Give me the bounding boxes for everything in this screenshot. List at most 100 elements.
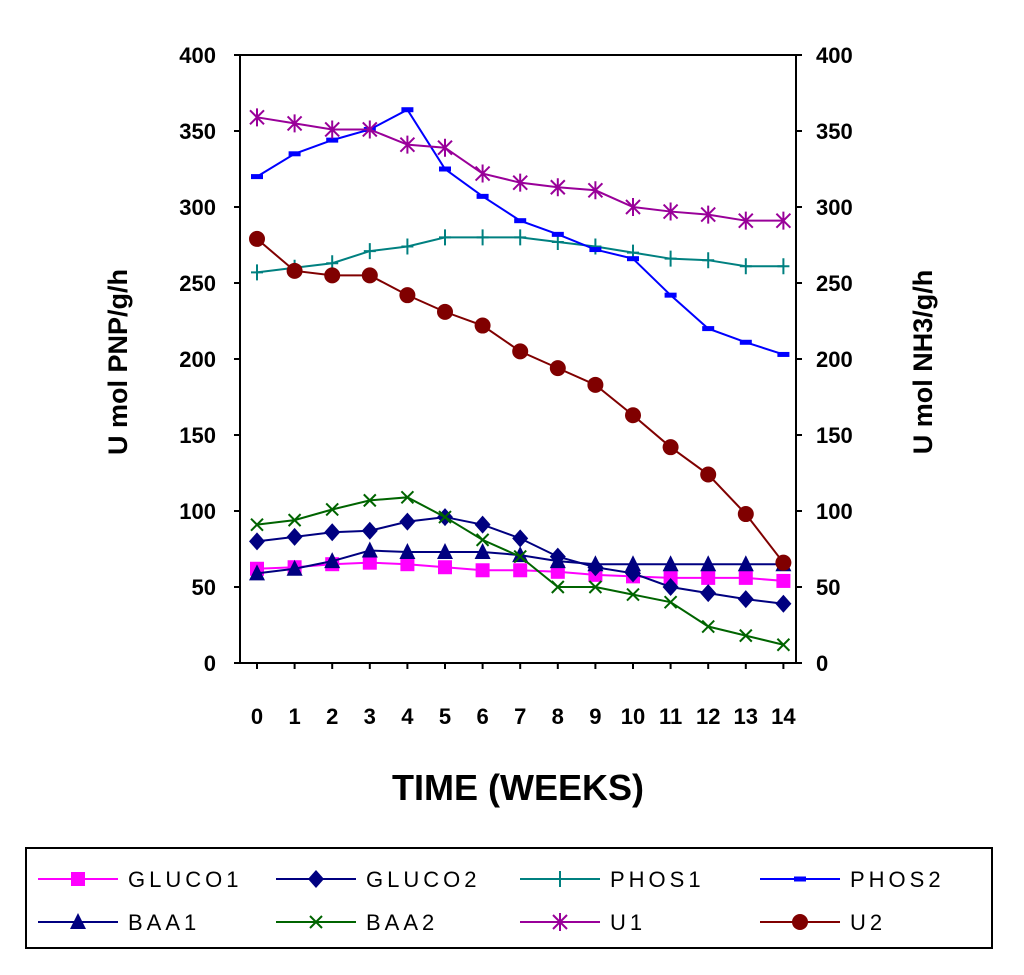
data-point-gluco2 [700,584,717,603]
data-point-baa2 [513,549,527,564]
data-point-baa2 [588,580,603,594]
legend-marker-u1 [552,913,568,931]
data-point-u2 [775,554,792,571]
data-point-u1 [474,164,491,183]
data-point-phos2 [439,166,451,172]
y2-tick-label: 350 [816,119,853,144]
y-tick-label: 300 [179,195,216,220]
data-point-u1 [550,178,566,197]
data-point-gluco2 [662,578,679,596]
x-tick-label: 7 [514,704,526,729]
data-point-u1 [286,114,303,133]
data-point-u2 [249,230,265,247]
data-point-baa1 [437,543,453,560]
data-point-u1 [324,120,340,139]
data-point-phos1 [363,243,376,260]
data-point-phos1 [777,258,790,275]
legend-label-u2: U2 [850,910,886,935]
legend-item-u2: U2 [760,910,886,935]
data-point-gluco2 [399,512,416,531]
data-point-baa1 [361,541,378,558]
data-point-gluco2 [737,590,754,609]
legend-label-baa1: BAA1 [128,910,200,935]
data-point-phos1 [251,264,263,281]
x-axis: 0 1 2 3 4 5 6 7 8 9 10 11 12 13 14 [251,663,796,729]
data-point-gluco1 [701,570,716,585]
legend-marker-baa2 [309,915,323,929]
data-point-phos1 [401,238,414,255]
x-tick-label: 5 [439,704,451,729]
data-point-u2 [324,267,341,284]
series-layer [249,107,792,652]
x-tick-label: 3 [364,704,376,729]
data-point-phos1 [439,229,451,246]
data-point-baa2 [475,533,490,547]
data-point-phos2 [664,292,677,298]
data-point-baa2 [325,502,339,517]
legend: GLUCO1 GLUCO2 PHOS1 PHOS2 BAA1 BAA2 U1 U2 [25,847,993,949]
y-axis-right: 0 50 100 150 200 250 300 350 400 [796,43,853,676]
legend-label-gluco1: GLUCO1 [128,867,242,892]
data-point-u1 [587,181,604,200]
data-point-baa1 [399,543,416,560]
data-point-u2 [286,262,303,279]
data-point-baa1 [249,564,265,581]
data-point-phos2 [476,193,489,199]
data-point-u1 [512,173,528,192]
x-tick-label: 6 [476,704,488,729]
x-tick-label: 12 [696,704,720,729]
series-baa2 [250,490,791,652]
data-point-u2 [625,407,641,424]
y-tick-label: 200 [179,347,216,372]
data-point-phos1 [476,229,489,246]
data-point-gluco2 [249,532,265,551]
data-point-baa2 [701,619,715,634]
legend-label-gluco2: GLUCO2 [366,867,480,892]
data-point-u2 [737,506,754,523]
legend-marker-gluco1 [71,872,85,886]
data-point-phos2 [401,107,414,113]
data-point-gluco1 [400,557,415,572]
data-point-u2 [361,267,378,284]
y-tick-label: 400 [179,43,216,68]
legend-item-phos1: PHOS1 [520,867,705,892]
x-tick-label: 0 [251,704,263,729]
x-tick-label: 10 [621,704,645,729]
x-tick-label: 9 [589,704,601,729]
y2-tick-label: 250 [816,271,853,296]
data-point-u1 [662,202,679,221]
y-tick-label: 150 [179,423,216,448]
y2-tick-label: 200 [816,347,853,372]
data-point-phos2 [627,256,639,262]
data-point-baa2 [400,490,415,505]
y-axis-title: U mol PNP/g/h [103,269,133,455]
legend-marker-gluco2 [308,870,324,888]
legend-marker-baa1 [70,913,86,929]
series-u2 [249,230,792,571]
series-phos2 [251,107,790,357]
data-point-baa1 [625,555,641,572]
data-point-phos1 [739,258,752,275]
data-point-u2 [399,287,416,304]
data-point-baa2 [287,513,302,527]
series-u1 [249,108,792,230]
data-point-baa1 [324,552,341,569]
series-baa1 [249,541,792,581]
legend-marker-phos1 [554,871,566,887]
data-point-u2 [474,317,491,334]
data-point-baa2 [739,628,753,643]
legend-item-gluco1: GLUCO1 [38,867,242,892]
data-point-gluco2 [474,515,491,534]
data-point-phos2 [739,339,752,345]
data-point-phos2 [326,137,339,143]
legend-item-baa2: BAA2 [276,910,434,935]
data-point-u1 [625,198,641,216]
data-point-u2 [700,466,717,483]
data-point-u2 [549,360,566,377]
legend-label-u1: U1 [610,910,646,935]
legend-label-phos1: PHOS1 [610,867,705,892]
legend-item-phos2: PHOS2 [760,867,941,892]
data-point-phos2 [251,174,263,180]
legend-marker-u2 [792,914,808,930]
